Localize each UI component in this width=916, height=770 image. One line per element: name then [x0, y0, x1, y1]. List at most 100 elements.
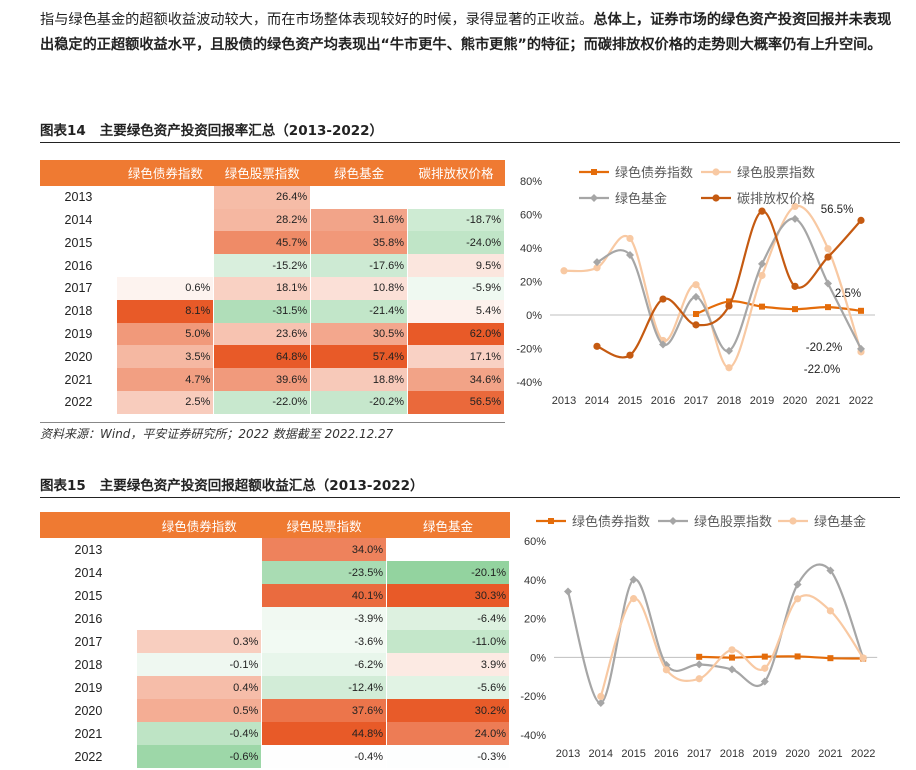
year-cell: 2014: [74, 565, 103, 580]
value-cell: [136, 584, 263, 607]
value-cell: [116, 208, 215, 232]
x-tick-label: 2022: [849, 395, 873, 407]
x-tick-label: 2021: [816, 395, 840, 407]
table-row: 2016 -15.2% -17.6% 9.5%: [40, 254, 505, 277]
value-cell: -23.5%: [261, 561, 388, 584]
series-line: [566, 563, 865, 705]
table-row: 2015 45.7% 35.8% -24.0%: [40, 231, 505, 255]
value-cell: -0.1%: [136, 653, 263, 676]
column-header: 绿色债券指数: [136, 512, 262, 538]
value-cell: [116, 231, 215, 255]
table-row: 2022 -0.6% -0.4% -0.3%: [40, 745, 510, 768]
year-cell: 2020: [64, 349, 93, 364]
table-row: 2019 0.4% -12.4% -5.6%: [40, 676, 510, 699]
table-row: 2022 2.5% -22.0% -20.2% 56.5%: [40, 390, 505, 414]
fig15-label: 图表15: [40, 478, 86, 494]
value-cell: [386, 538, 510, 561]
value-cell: 45.7%: [213, 231, 312, 255]
column-header: 绿色股票指数: [213, 160, 311, 186]
year-cell: 2013: [74, 542, 103, 557]
value-cell: 57.4%: [310, 345, 409, 369]
fig14-chart: -40% -20% 0% 20% 40% 60% 80% 2013 2014 2015 2016 20…: [516, 165, 875, 407]
data-point: [659, 295, 667, 303]
table-row: 2013 26.4%: [40, 185, 505, 209]
data-point: [725, 346, 733, 355]
data-point: [695, 675, 703, 683]
table-row: 2021 4.7% 39.6% 18.8% 34.6%: [40, 368, 505, 391]
data-point: [761, 664, 769, 672]
value-cell: 26.4%: [213, 185, 312, 209]
table-row: 2014 28.2% 31.6% -18.7%: [40, 208, 505, 232]
table-row: 2019 5.0% 23.6% 30.5% 62.0%: [40, 322, 505, 346]
value-cell: -6.4%: [386, 607, 510, 630]
value-cell: 37.6%: [261, 699, 388, 722]
legend-swatch-marker: [669, 517, 677, 525]
paragraph-normal: 指与绿色基金的超额收益波动较大，而在市场整体表现较好的时候，录得显著的正收益。: [40, 12, 594, 28]
table-row: 2018 8.1% -31.5% -21.4% 5.4%: [40, 299, 505, 323]
value-cell: 24.0%: [386, 722, 510, 745]
value-cell: -0.4%: [136, 722, 263, 745]
value-cell: 40.1%: [261, 584, 388, 607]
data-point: [626, 234, 634, 243]
data-point: [824, 279, 832, 288]
data-point: [560, 267, 568, 275]
value-cell: -5.6%: [386, 676, 510, 699]
legend-label: 绿色基金: [814, 514, 866, 529]
series-line: [699, 655, 864, 660]
data-point: [758, 207, 766, 215]
y-tick-label: -20%: [520, 691, 546, 703]
fig14-title: 图表14 主要绿色资产投资回报率汇总（2013-2022）: [40, 119, 900, 143]
data-point: [692, 292, 700, 301]
column-header: [40, 512, 137, 538]
data-point: [593, 258, 601, 267]
data-point: [630, 595, 638, 603]
data-point: [728, 665, 736, 674]
data-point: [761, 653, 768, 660]
series-line: [599, 594, 865, 697]
column-header: [40, 160, 117, 186]
data-point: [593, 342, 601, 350]
fig15-title: 图表15 主要绿色资产投资回报超额收益汇总（2013-2022）: [40, 474, 900, 498]
table-row: 2016 -3.9% -6.4%: [40, 607, 510, 630]
value-cell: -18.7%: [407, 208, 505, 232]
legend-label: 绿色股票指数: [694, 514, 772, 529]
data-point: [791, 282, 799, 290]
value-cell: -17.6%: [310, 254, 409, 277]
value-cell: 9.5%: [407, 254, 505, 277]
data-point: [858, 307, 864, 314]
x-tick-label: 2020: [785, 748, 809, 760]
value-cell: -15.2%: [213, 254, 312, 277]
column-header: 绿色基金: [310, 160, 408, 186]
value-cell: -31.5%: [213, 299, 312, 323]
year-cell: 2018: [64, 304, 93, 319]
data-point: [824, 253, 832, 261]
data-point: [629, 575, 638, 584]
data-point: [859, 654, 867, 662]
value-cell: 10.8%: [310, 276, 409, 300]
fig14-title-text: 主要绿色资产投资回报率汇总（2013-2022）: [99, 123, 384, 139]
data-point: [857, 216, 865, 224]
table-row: 2017 0.6% 18.1% 10.8% -5.9%: [40, 276, 505, 300]
table-row: 2017 0.3% -3.6% -11.0%: [40, 630, 510, 653]
fig15-table: 绿色债券指数 绿色股票指数 绿色基金 2013 34.0% 2014 -23.5% -20.1…: [40, 512, 510, 768]
data-point: [824, 245, 832, 253]
paragraph-bold: 总体上，证券市场的绿色资产投资回报并未表现出稳定的正超额收益水平，且股债的绿色资…: [40, 12, 892, 53]
data-point: [695, 660, 704, 669]
x-tick-label: 2016: [654, 748, 678, 760]
value-cell: 34.0%: [261, 538, 388, 561]
x-tick-label: 2014: [585, 395, 609, 407]
value-cell: [116, 185, 215, 209]
year-cell: 2021: [64, 372, 93, 387]
x-tick-label: 2016: [651, 395, 675, 407]
value-cell: 18.1%: [213, 276, 312, 300]
y-tick-label: 40%: [524, 575, 546, 587]
table-row: 2018 -0.1% -6.2% 3.9%: [40, 653, 510, 676]
value-cell: 0.6%: [116, 276, 215, 300]
y-tick-label: -40%: [516, 377, 542, 389]
x-tick-label: 2014: [589, 748, 613, 760]
data-point: [564, 587, 572, 596]
value-cell: -0.6%: [136, 745, 263, 768]
value-cell: 64.8%: [213, 345, 312, 369]
x-tick-label: 2021: [818, 748, 842, 760]
x-tick-label: 2018: [717, 395, 741, 407]
